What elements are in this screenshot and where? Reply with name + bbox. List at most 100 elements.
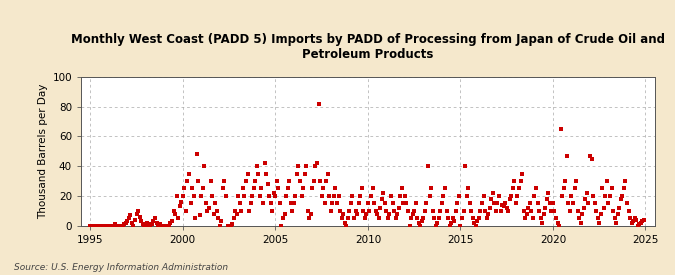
Point: [355, 194, 366, 198]
Point: [191, 152, 202, 156]
Point: [378, 191, 389, 195]
Point: [119, 222, 130, 226]
Point: [261, 171, 271, 176]
Point: [620, 179, 631, 183]
Point: [242, 171, 253, 176]
Point: [562, 153, 572, 158]
Point: [151, 220, 162, 225]
Point: [535, 216, 546, 220]
Point: [131, 211, 142, 216]
Point: [359, 216, 370, 220]
Point: [352, 211, 362, 216]
Point: [599, 205, 610, 210]
Point: [333, 194, 344, 198]
Point: [560, 179, 570, 183]
Point: [402, 208, 413, 213]
Point: [381, 208, 392, 213]
Point: [133, 208, 144, 213]
Point: [629, 216, 640, 220]
Point: [342, 216, 353, 220]
Point: [401, 201, 412, 205]
Point: [467, 216, 478, 220]
Point: [504, 197, 515, 201]
Point: [302, 208, 313, 213]
Point: [624, 216, 635, 220]
Point: [435, 208, 446, 213]
Point: [91, 223, 102, 228]
Point: [275, 201, 286, 205]
Point: [563, 201, 574, 205]
Point: [608, 208, 618, 213]
Point: [606, 186, 617, 191]
Point: [179, 186, 190, 191]
Point: [161, 223, 171, 228]
Point: [234, 201, 245, 205]
Point: [113, 223, 124, 228]
Point: [101, 223, 111, 228]
Point: [308, 179, 319, 183]
Point: [635, 220, 646, 225]
Point: [628, 219, 639, 223]
Point: [585, 153, 595, 158]
Point: [293, 164, 304, 168]
Point: [364, 208, 375, 213]
Point: [524, 201, 535, 205]
Point: [316, 194, 327, 198]
Point: [617, 194, 628, 198]
Point: [464, 201, 475, 205]
Point: [514, 186, 524, 191]
Point: [228, 216, 239, 220]
Point: [470, 223, 481, 228]
Point: [420, 208, 431, 213]
Point: [313, 101, 324, 106]
Point: [117, 223, 128, 228]
Point: [159, 223, 169, 228]
Point: [558, 186, 569, 191]
Point: [94, 223, 105, 228]
Point: [595, 211, 606, 216]
Point: [340, 220, 350, 225]
Point: [370, 208, 381, 213]
Point: [631, 217, 642, 222]
Point: [346, 201, 356, 205]
Point: [188, 194, 199, 198]
Point: [449, 219, 460, 223]
Point: [444, 223, 455, 228]
Point: [142, 220, 153, 225]
Point: [222, 223, 233, 228]
Point: [500, 201, 510, 205]
Point: [626, 220, 637, 225]
Point: [540, 205, 551, 210]
Point: [125, 213, 136, 217]
Point: [383, 216, 394, 220]
Point: [512, 194, 523, 198]
Point: [323, 171, 333, 176]
Point: [437, 201, 448, 205]
Point: [223, 223, 234, 228]
Point: [325, 208, 336, 213]
Point: [97, 223, 108, 228]
Point: [336, 216, 347, 220]
Point: [157, 223, 168, 228]
Point: [400, 194, 410, 198]
Point: [581, 191, 592, 195]
Point: [310, 164, 321, 168]
Point: [545, 201, 556, 205]
Point: [265, 201, 276, 205]
Point: [438, 194, 449, 198]
Point: [531, 186, 541, 191]
Point: [103, 223, 114, 228]
Point: [450, 208, 461, 213]
Point: [169, 211, 180, 216]
Point: [187, 186, 198, 191]
Point: [516, 171, 527, 176]
Point: [557, 194, 568, 198]
Point: [375, 205, 385, 210]
Point: [527, 216, 538, 220]
Point: [150, 216, 161, 220]
Point: [431, 223, 441, 228]
Point: [392, 211, 402, 216]
Point: [137, 222, 148, 226]
Point: [240, 179, 251, 183]
Point: [225, 223, 236, 228]
